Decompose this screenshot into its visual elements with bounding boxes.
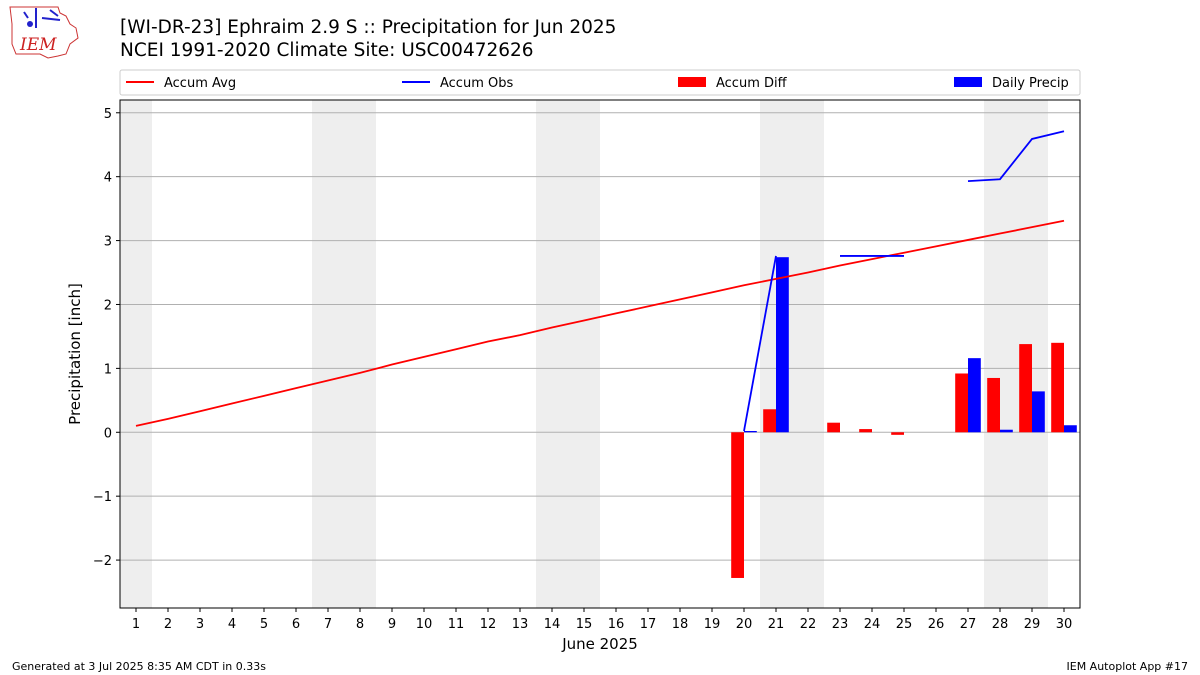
x-tick-label: 21 <box>768 617 785 632</box>
legend: Accum Avg Accum Obs Accum Diff Daily Precip <box>119 69 1081 96</box>
app-credit: IEM Autoplot App #17 <box>1066 660 1189 673</box>
x-tick-label: 27 <box>960 617 977 632</box>
y-tick-label: 4 <box>104 171 112 186</box>
y-axis-label: Precipitation [inch] <box>66 283 84 425</box>
x-tick-label: 6 <box>292 617 300 632</box>
daily-precip-bar-day-29 <box>1032 391 1045 433</box>
accum-diff-bar-day-24 <box>859 429 872 433</box>
weekend-shade-1 <box>312 100 376 608</box>
legend-label: Accum Avg <box>164 76 236 91</box>
weekend-shade-2 <box>536 100 600 608</box>
x-tick-label: 15 <box>576 617 593 632</box>
x-tick-label: 2 <box>164 617 172 632</box>
legend-label: Daily Precip <box>992 76 1069 91</box>
y-tick-label: 0 <box>104 426 112 441</box>
x-tick-label: 16 <box>608 617 625 632</box>
x-tick-label: 24 <box>864 617 881 632</box>
y-tick-label: 1 <box>104 362 112 377</box>
accum-diff-bar-day-25 <box>891 432 904 435</box>
y-tick-label: 5 <box>104 107 112 122</box>
x-tick-label: 20 <box>736 617 753 632</box>
generated-timestamp: Generated at 3 Jul 2025 8:35 AM CDT in 0… <box>12 660 266 673</box>
iem-logo: IEM <box>9 6 79 59</box>
weekend-shade-3 <box>760 100 824 608</box>
x-tick-label: 11 <box>448 617 465 632</box>
x-tick-label: 8 <box>356 617 364 632</box>
accum-avg-line-0 <box>135 219 1065 427</box>
daily-precip-bar-day-30 <box>1064 425 1077 433</box>
legend-swatch <box>954 77 982 87</box>
x-tick-label: 22 <box>800 617 817 632</box>
x-axis-label: June 2025 <box>561 635 638 653</box>
x-tick-label: 3 <box>196 617 204 632</box>
x-tick-label: 10 <box>416 617 433 632</box>
accum-diff-bar-day-30 <box>1051 342 1064 433</box>
y-tick-label: 3 <box>104 235 112 250</box>
x-tick-label: 12 <box>480 617 497 632</box>
x-tick-label: 30 <box>1056 617 1073 632</box>
lines <box>135 130 1065 432</box>
logo-text: IEM <box>19 35 57 55</box>
weekend-shade-4 <box>984 100 1048 608</box>
x-tick-label: 13 <box>512 617 529 632</box>
legend-label: Accum Diff <box>716 76 788 91</box>
x-tick-label: 23 <box>832 617 849 632</box>
bars <box>731 257 1077 578</box>
weekend-shade-0 <box>120 100 152 608</box>
accum-diff-bar-day-23 <box>827 422 840 433</box>
x-tick-label: 28 <box>992 617 1009 632</box>
y-tick-label: −2 <box>93 554 112 569</box>
x-tick-label: 4 <box>228 617 236 632</box>
daily-precip-bar-day-20 <box>744 430 757 433</box>
x-ticks: 1 2 3 4 5 6 7 8 9 10 11 12 13 14 15 16 17 18 19 20 21 22 23 24 2… <box>132 608 1072 632</box>
accum-diff-bar-day-20 <box>731 432 744 578</box>
x-tick-label: 19 <box>704 617 721 632</box>
daily-precip-bar-day-27 <box>968 358 981 433</box>
chart-subtitle: NCEI 1991-2020 Climate Site: USC00472626 <box>120 40 534 61</box>
daily-precip-bar-day-28 <box>1000 429 1013 433</box>
x-tick-label: 14 <box>544 617 561 632</box>
daily-precip-bar-day-21 <box>776 257 789 433</box>
accum-obs-line-0 <box>743 255 777 432</box>
x-tick-label: 5 <box>260 617 268 632</box>
x-tick-label: 25 <box>896 617 913 632</box>
x-tick-label: 7 <box>324 617 332 632</box>
x-tick-label: 18 <box>672 617 689 632</box>
gridlines <box>120 112 1080 561</box>
accum-diff-bar-day-27 <box>955 373 968 433</box>
legend-swatch <box>678 77 706 87</box>
y-tick-label: 2 <box>104 298 112 313</box>
x-tick-label: 29 <box>1024 617 1041 632</box>
x-tick-label: 26 <box>928 617 945 632</box>
weekend-shading <box>120 100 1048 608</box>
x-tick-label: 1 <box>132 617 140 632</box>
chart-title: [WI-DR-23] Ephraim 2.9 S :: Precipitatio… <box>120 17 617 38</box>
x-tick-label: 9 <box>388 617 396 632</box>
accum-obs-line-2 <box>967 130 1065 183</box>
y-ticks: −2 −1 0 1 2 3 4 5 <box>93 107 120 569</box>
x-tick-label: 17 <box>640 617 657 632</box>
y-tick-label: −1 <box>93 490 112 505</box>
legend-label: Accum Obs <box>440 76 513 91</box>
accum-diff-bar-day-28 <box>987 377 1000 433</box>
accum-diff-bar-day-21 <box>763 409 776 433</box>
plot-frame <box>119 99 1081 609</box>
accum-diff-bar-day-29 <box>1019 344 1032 433</box>
